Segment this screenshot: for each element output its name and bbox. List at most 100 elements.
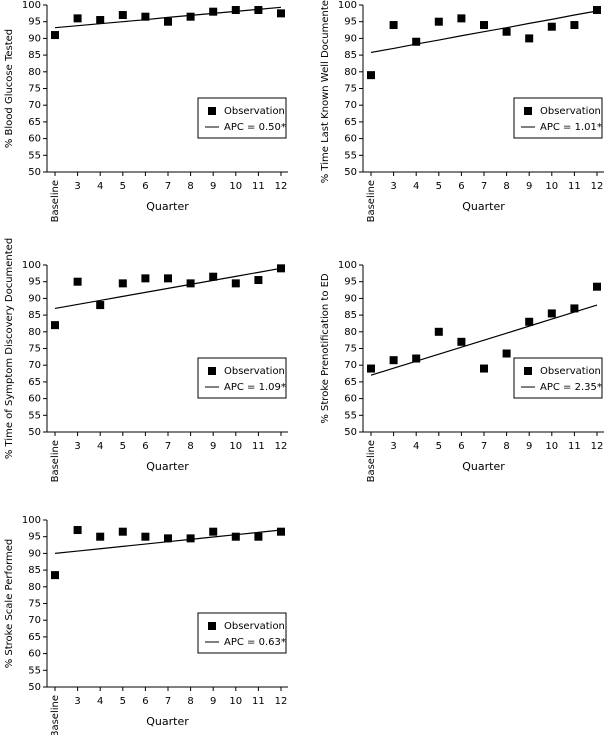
x-tick-label: 6 (142, 441, 148, 452)
y-tick-label: 60 (344, 394, 357, 405)
x-tick-label: Baseline (50, 440, 61, 482)
x-tick-label: 3 (390, 181, 396, 192)
y-tick-label: 95 (344, 17, 357, 28)
y-tick-label: 50 (344, 167, 357, 178)
trend-line (370, 304, 598, 376)
observation-marker (141, 532, 150, 541)
observation-marker (525, 34, 534, 43)
legend-box (197, 612, 287, 654)
y-tick-label: 90 (28, 33, 41, 44)
observation-marker (186, 534, 195, 543)
x-tick-label: 10 (545, 441, 558, 452)
trend-line (370, 10, 598, 54)
x-tick-label: 6 (458, 441, 464, 452)
observation-marker (231, 6, 240, 15)
y-tick-label: 55 (28, 410, 41, 421)
y-tick-label: 90 (344, 293, 357, 304)
x-tick-label: 4 (97, 696, 103, 707)
legend-label: APC = 1.01* (540, 122, 602, 133)
x-tick-label: 5 (120, 181, 126, 192)
y-tick-label: 75 (28, 599, 41, 610)
y-tick-label: 90 (28, 293, 41, 304)
observation-marker (118, 527, 127, 536)
observation-marker (164, 274, 172, 283)
y-tick-label: 90 (28, 548, 41, 559)
observation-marker (186, 12, 195, 21)
y-tick-label: 65 (28, 377, 41, 388)
y-tick-label: 95 (28, 17, 41, 28)
observation-marker (96, 16, 105, 25)
x-tick-label: 12 (591, 441, 604, 452)
x-tick-label: 8 (503, 181, 509, 192)
x-tick-label: 5 (436, 181, 442, 192)
x-tick-label: Baseline (366, 440, 377, 482)
x-tick-label: 8 (503, 441, 509, 452)
y-tick-label: 95 (344, 277, 357, 288)
legend-label: Observation (224, 106, 285, 117)
x-tick-label: 6 (458, 181, 464, 192)
x-tick-label: Baseline (366, 180, 377, 222)
legend-label: Observation (540, 366, 601, 377)
x-tick-label: 10 (545, 181, 558, 192)
observation-marker (502, 349, 511, 358)
observation-marker (434, 17, 443, 26)
y-tick-label: 75 (28, 84, 41, 95)
observation-marker (186, 279, 195, 288)
trend-line (54, 6, 282, 29)
x-tick-label: 4 (97, 181, 103, 192)
y-tick-label: 80 (344, 327, 357, 338)
x-tick-label: 10 (229, 441, 242, 452)
y-tick-label: 65 (28, 632, 41, 643)
observation-marker (457, 337, 466, 346)
panel: 50 55 60 65 70 75 80 85 90 95 100 Baseline 3 4 5 6 7 8 9 10… (4, 0, 288, 222)
y-axis-label: % Time Last Known Well Documented (320, 0, 331, 183)
observation-marker (480, 364, 488, 373)
x-tick-label: 12 (275, 181, 288, 192)
y-tick-label: 100 (22, 260, 41, 271)
observation-marker (547, 22, 556, 31)
y-tick-label: 95 (28, 277, 41, 288)
x-tick-label: 9 (210, 441, 216, 452)
x-tick-label: 12 (275, 696, 288, 707)
legend-box (513, 357, 603, 399)
x-tick-label: 11 (568, 441, 581, 452)
x-tick-label: 3 (390, 441, 396, 452)
observation-marker (209, 527, 218, 536)
y-tick-label: 70 (344, 100, 357, 111)
x-tick-label: 11 (568, 181, 581, 192)
y-tick-label: 85 (344, 50, 357, 61)
y-tick-label: 50 (28, 682, 41, 693)
y-tick-label: 70 (28, 100, 41, 111)
x-tick-label: 10 (229, 696, 242, 707)
legend-label: APC = 0.63* (224, 637, 286, 648)
y-tick-label: 100 (22, 0, 41, 11)
y-tick-label: 80 (28, 582, 41, 593)
observation-marker (141, 274, 150, 283)
x-tick-label: 3 (74, 181, 80, 192)
y-tick-label: 75 (344, 84, 357, 95)
observation-marker (502, 27, 511, 36)
observation-marker (73, 14, 82, 23)
observation-marker (277, 264, 285, 273)
panel: 50 55 60 65 70 75 80 85 90 95 100 Baseline 3 4 5 6 7 8 9 10… (4, 238, 288, 482)
observation-marker (254, 276, 263, 285)
legend-label: Observation (224, 366, 285, 377)
x-tick-label: 8 (187, 441, 193, 452)
x-tick-label: 3 (74, 441, 80, 452)
observation-marker (593, 282, 601, 291)
observation-marker (209, 272, 218, 281)
x-axis-label: Quarter (462, 200, 505, 213)
observation-marker (389, 356, 398, 365)
x-tick-label: Baseline (50, 180, 61, 222)
y-tick-label: 80 (28, 67, 41, 78)
x-tick-label: 10 (229, 181, 242, 192)
x-tick-label: 8 (187, 181, 193, 192)
legend-marker (208, 622, 216, 630)
legend-label: Observation (540, 106, 601, 117)
legend-box (197, 357, 287, 399)
y-tick-label: 70 (28, 360, 41, 371)
x-tick-label: 4 (97, 441, 103, 452)
y-tick-label: 95 (28, 532, 41, 543)
x-tick-label: 9 (526, 441, 532, 452)
